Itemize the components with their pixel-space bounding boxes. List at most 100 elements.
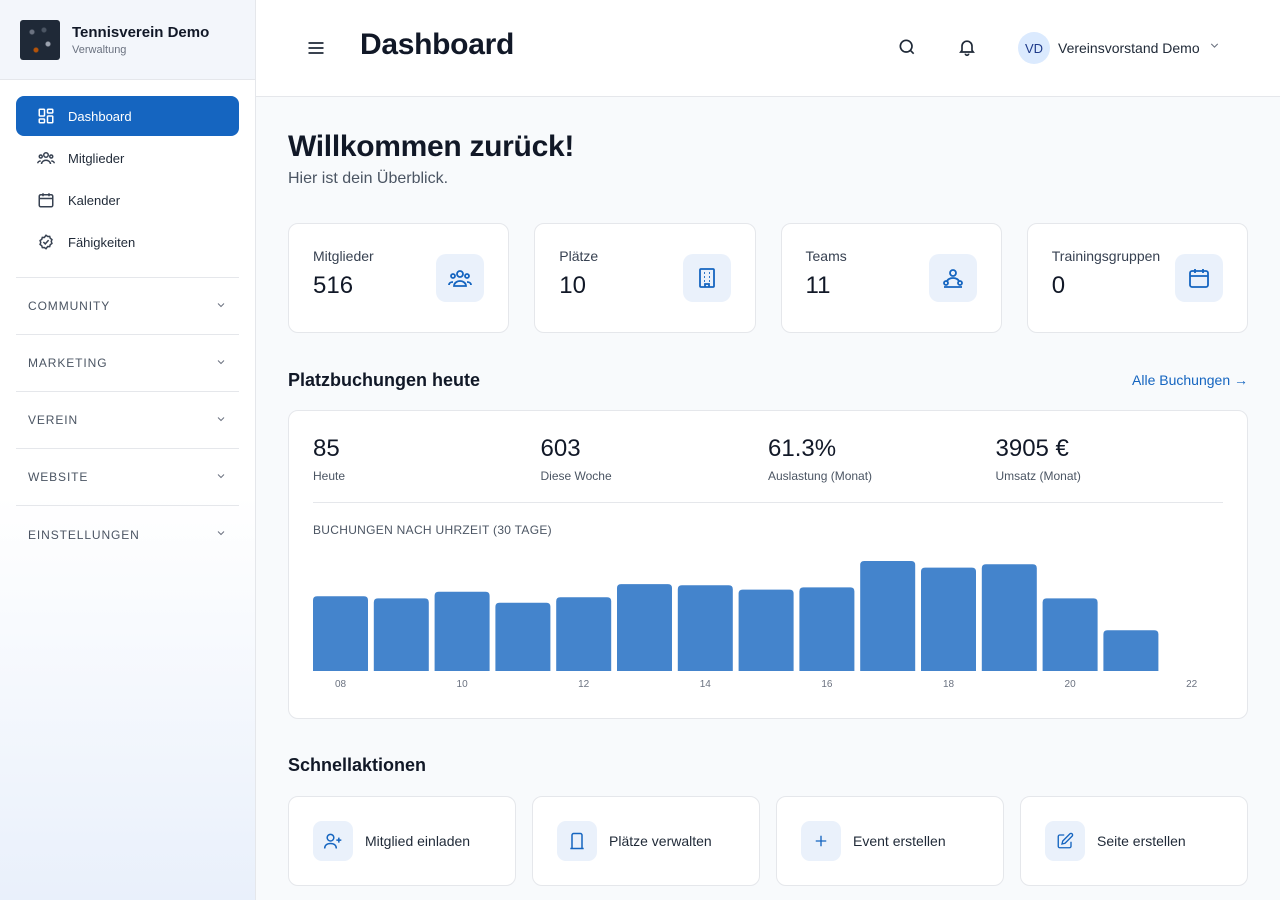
stat-label: Teams [805, 248, 847, 264]
kpi-value: 85 [313, 435, 340, 462]
sidebar-item-label: Mitglieder [68, 150, 125, 166]
search-icon[interactable] [897, 37, 919, 59]
sidebar-item-label: Kalender [68, 192, 121, 208]
all-bookings-link[interactable]: Alle Buchungen → [1132, 372, 1248, 388]
kpi-label: Auslastung (Monat) [768, 469, 873, 483]
chart-bar-20 [1042, 598, 1098, 671]
x-tick-label: 08 [335, 679, 347, 690]
bookings-chart: 08 10 12 14 16 18 20 22 [313, 561, 1198, 690]
stat-label: Plätze [559, 248, 599, 264]
stat-card-teams[interactable]: Teams 11 [780, 223, 1002, 333]
brand[interactable]: Tennisverein Demo Verwaltung [0, 0, 255, 80]
kpi-utilization: 61.3% Auslastung (Monat) [768, 435, 996, 502]
stat-card-plaetze[interactable]: Plätze 10 [534, 223, 756, 333]
stat-value: 516 [313, 272, 354, 299]
kpi-label: Umsatz (Monat) [995, 469, 1081, 483]
calendar-icon [36, 190, 56, 210]
sidebar-item-kalender[interactable]: Kalender [16, 180, 239, 220]
x-tick-label: 12 [578, 679, 590, 690]
chart-title: BUCHUNGEN NACH UHRZEIT (30 TAGE) [313, 523, 552, 537]
kpi-label: Diese Woche [540, 469, 612, 483]
sidebar-item-label: Dashboard [68, 108, 132, 124]
chart-bar-12 [556, 597, 612, 671]
welcome-title: Willkommen zurück! [288, 130, 575, 163]
chart-bar-10 [434, 591, 490, 671]
chart-bar-16 [799, 587, 855, 671]
x-tick-label: 10 [457, 679, 469, 690]
page-title: Dashboard [360, 28, 514, 61]
manage-courts-button[interactable]: Plätze verwalten [532, 796, 760, 886]
action-label: Seite erstellen [1097, 833, 1186, 849]
quick-actions-title: Schnellaktionen [288, 755, 427, 775]
chevron-down-icon [1208, 39, 1221, 57]
bookings-header: Platzbuchungen heute Alle Buchungen → [288, 370, 1248, 390]
sidebar-item-mitglieder[interactable]: Mitglieder [16, 138, 239, 178]
main-content: Willkommen zurück! Hier ist dein Überbli… [288, 97, 1248, 886]
chevron-down-icon [215, 356, 227, 371]
chart-bar-09 [373, 598, 429, 671]
kpi-value: 3905 € [995, 435, 1069, 462]
section-website[interactable]: WEBSITE [16, 449, 239, 506]
chevron-down-icon [215, 299, 227, 314]
brand-name: Tennisverein Demo [72, 23, 210, 41]
chart-bar-11 [495, 602, 551, 671]
chart-bar-18 [921, 567, 976, 671]
quick-actions: Mitglied einladen Plätze verwalten Event… [288, 796, 1248, 886]
bookings-kpis: 85 Heute 603 Diese Woche 61.3% Auslastun… [313, 435, 1223, 503]
team-icon [928, 254, 977, 302]
club-logo [20, 19, 60, 60]
section-community[interactable]: COMMUNITY [16, 278, 239, 335]
menu-icon[interactable] [306, 38, 326, 58]
chart-bar-19 [981, 564, 1037, 671]
section-marketing[interactable]: MARKETING [16, 335, 239, 392]
create-event-button[interactable]: Event erstellen [776, 796, 1004, 886]
invite-member-button[interactable]: Mitglied einladen [288, 796, 516, 886]
user-name: Vereinsvorstand Demo [1058, 40, 1200, 56]
stat-value: 0 [1051, 272, 1066, 299]
user-plus-icon [313, 821, 353, 861]
x-tick-label: 18 [943, 679, 955, 690]
sidebar: Tennisverein Demo Verwaltung Dashboard M… [0, 0, 256, 900]
plus-icon [801, 821, 841, 861]
building-icon [682, 254, 731, 302]
chevron-down-icon [215, 470, 227, 485]
bookings-card: 85 Heute 603 Diese Woche 61.3% Auslastun… [288, 410, 1248, 719]
brand-subtitle: Verwaltung [72, 43, 127, 56]
bookings-title: Platzbuchungen heute [288, 369, 481, 390]
sidebar-item-faehigkeiten[interactable]: Fähigkeiten [16, 222, 239, 262]
section-label: COMMUNITY [28, 299, 111, 313]
stat-value: 11 [805, 272, 831, 299]
sidebar-item-dashboard[interactable]: Dashboard [16, 96, 239, 136]
stat-label: Trainingsgruppen [1051, 248, 1161, 264]
section-label: VEREIN [28, 413, 79, 427]
kpi-week: 603 Diese Woche [541, 435, 769, 502]
kpi-revenue: 3905 € Umsatz (Monat) [996, 435, 1224, 502]
edit-icon [1045, 821, 1085, 861]
chart-bar-15 [738, 589, 794, 671]
section-einstellungen[interactable]: EINSTELLUNGEN [16, 506, 239, 563]
stat-label: Mitglieder [313, 248, 374, 264]
bell-icon[interactable] [957, 37, 979, 59]
sidebar-item-label: Fähigkeiten [68, 234, 136, 250]
kpi-label: Heute [313, 469, 346, 483]
stat-card-trainingsgruppen[interactable]: Trainingsgruppen 0 [1026, 223, 1248, 333]
user-menu[interactable]: VD Vereinsvorstand Demo [1018, 32, 1221, 64]
create-page-button[interactable]: Seite erstellen [1020, 796, 1248, 886]
kpi-today: 85 Heute [313, 435, 541, 502]
kpi-value: 61.3% [768, 435, 837, 462]
stat-card-mitglieder[interactable]: Mitglieder 516 [288, 223, 510, 333]
action-label: Mitglied einladen [365, 833, 471, 849]
chevron-down-icon [215, 527, 227, 542]
welcome-subtitle: Hier ist dein Überblick. [288, 170, 449, 187]
section-verein[interactable]: VEREIN [16, 392, 239, 449]
chart-bar-13 [617, 584, 672, 671]
section-label: EINSTELLUNGEN [28, 527, 140, 542]
sidebar-nav: Dashboard Mitglieder Kalender Fähigkeite… [0, 80, 255, 278]
section-label: WEBSITE [28, 470, 89, 484]
action-label: Plätze verwalten [609, 833, 712, 849]
stats-row: Mitglieder 516 Plätze 10 Teams 11 Traini… [288, 223, 1248, 333]
calendar-icon [1175, 254, 1223, 302]
x-tick-label: 16 [821, 679, 833, 690]
action-label: Event erstellen [853, 833, 946, 849]
kpi-value: 603 [540, 435, 581, 462]
